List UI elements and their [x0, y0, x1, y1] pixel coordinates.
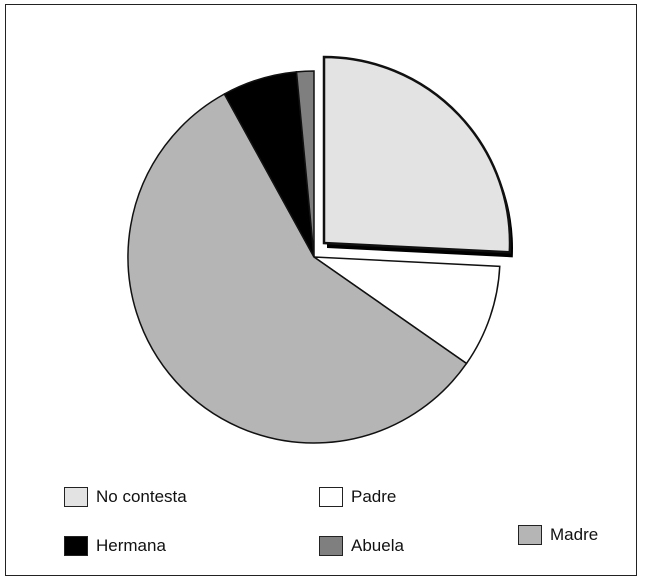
- legend-label-madre: Madre: [550, 525, 599, 544]
- legend-swatch-no-contesta: [64, 487, 88, 507]
- pie-slice-no-contesta: [322, 55, 512, 254]
- pie-slice-madre: [127, 92, 468, 444]
- legend-label-padre: Padre: [351, 487, 397, 506]
- legend-item-hermana: Hermana: [64, 536, 166, 556]
- legend-item-abuela: Abuela: [319, 536, 404, 556]
- chart-frame: No contesta Padre Madre Hermana Abuela: [5, 4, 637, 576]
- legend-swatch-abuela: [319, 536, 343, 556]
- legend-item-no-contesta: No contesta: [64, 487, 187, 507]
- pie-slice-padre: [311, 256, 501, 365]
- legend-swatch-padre: [319, 487, 343, 507]
- pie-slice-abuela: [295, 70, 315, 258]
- legend-label-no-contesta: No contesta: [96, 487, 187, 506]
- legend-swatch-madre: [518, 525, 542, 545]
- legend-label-abuela: Abuela: [351, 536, 404, 555]
- legend-item-madre: Madre: [518, 525, 598, 545]
- legend-label-hermana: Hermana: [96, 536, 166, 555]
- pie-chart: [127, 55, 513, 444]
- legend-swatch-hermana: [64, 536, 88, 556]
- legend-item-padre: Padre: [319, 487, 396, 507]
